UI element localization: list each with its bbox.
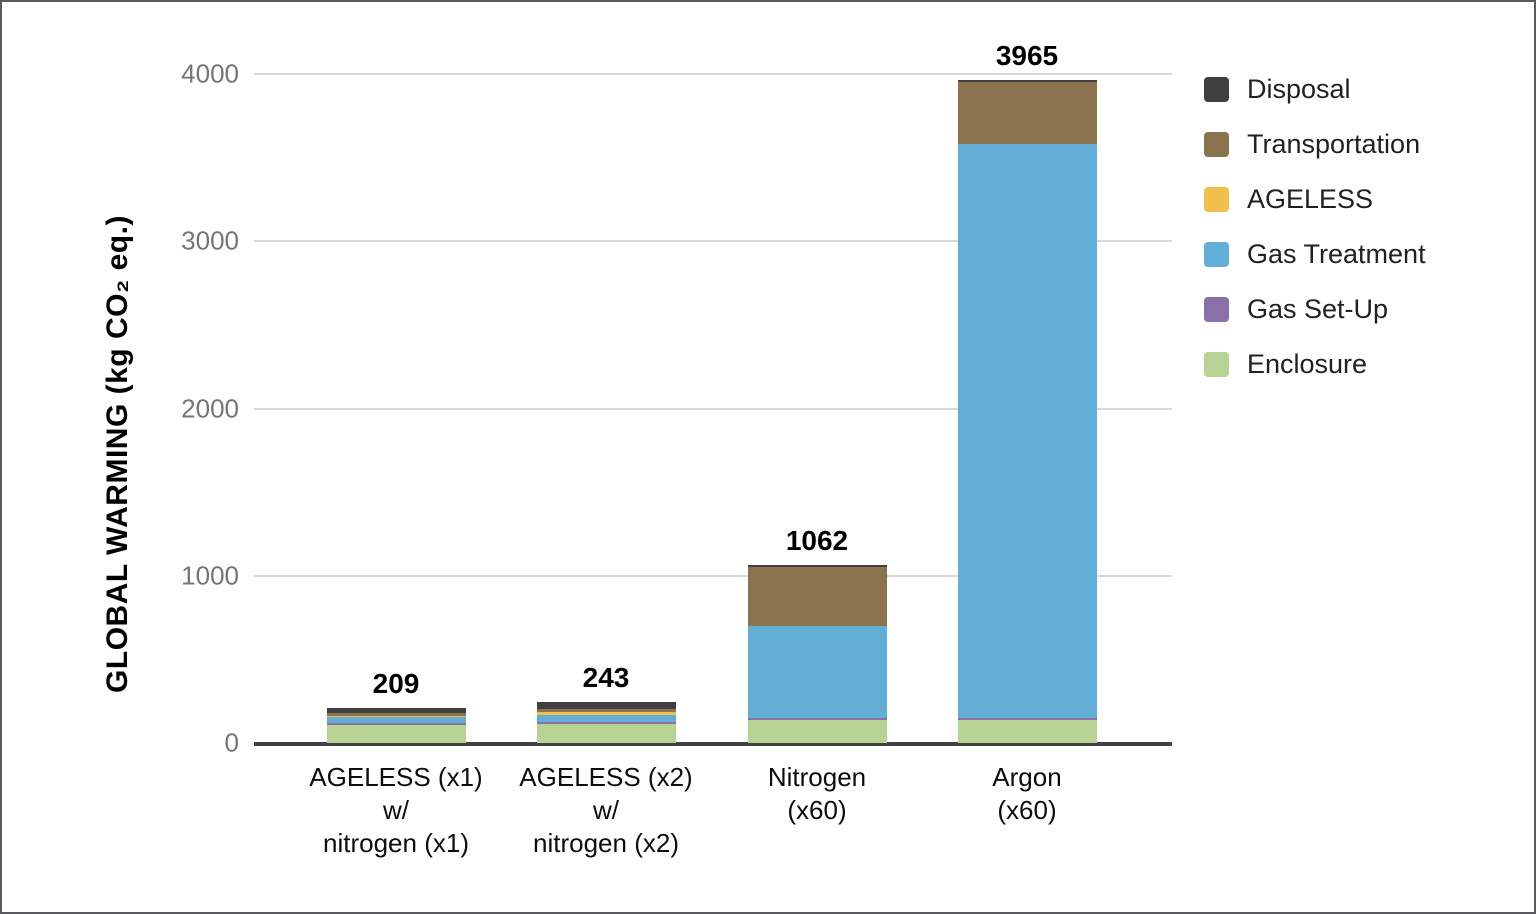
bar-total-label: 3965 xyxy=(995,39,1059,71)
bar-segment-gas-set-up xyxy=(957,717,1097,720)
x-tick-label: Nitrogen (x60) xyxy=(702,761,932,827)
x-tick-label-line: (x60) xyxy=(787,795,847,825)
bar-segment-gas-treatment xyxy=(536,714,676,723)
x-axis-line xyxy=(254,742,1172,746)
bar-segment-transportation xyxy=(957,82,1097,145)
bar-segment-enclosure xyxy=(326,724,466,743)
bar-total-label: 243 xyxy=(582,662,630,694)
bar-segment-transportation xyxy=(536,709,676,712)
x-tick-label-line: AGELESS (x1) xyxy=(309,762,483,792)
bar-total-label: 1062 xyxy=(785,525,849,557)
legend-swatch-icon xyxy=(1204,351,1229,377)
gridline-3000 xyxy=(254,240,1172,243)
gridline-4000 xyxy=(254,73,1172,75)
x-tick-label: Argon (x60) xyxy=(912,761,1142,827)
bar-segment-disposal xyxy=(957,79,1097,83)
bar-segment-enclosure xyxy=(957,719,1097,743)
x-tick-label-line: w/ xyxy=(383,795,409,825)
y-tick-label: 4000 xyxy=(181,58,239,89)
legend-item-gas-set-up: Gas Set-Up xyxy=(1204,293,1389,324)
bar-total-label: 209 xyxy=(372,668,420,700)
y-tick-label: 1000 xyxy=(181,560,239,591)
legend-swatch-icon xyxy=(1204,186,1229,212)
legend-item-ageless: AGELESS xyxy=(1204,183,1374,214)
bar-segment-gas-set-up xyxy=(326,723,466,725)
y-axis-title: GLOBAL WARMING (kg CO₂ eq.) xyxy=(101,215,134,693)
bar-segment-disposal xyxy=(536,702,676,710)
bar-segment-gas-treatment xyxy=(326,717,466,724)
bar-segment-gas-set-up xyxy=(536,722,676,725)
legend-swatch-icon xyxy=(1204,76,1229,102)
legend-label: Disposal xyxy=(1247,73,1351,104)
legend-swatch-icon xyxy=(1204,241,1229,267)
legend-label: Gas Treatment xyxy=(1247,238,1426,269)
x-tick-label-line: nitrogen (x2) xyxy=(533,828,679,858)
x-tick-label-line: w/ xyxy=(593,795,619,825)
legend-swatch-icon xyxy=(1204,296,1229,322)
legend-item-disposal: Disposal xyxy=(1204,73,1351,104)
bar-segment-enclosure xyxy=(747,720,887,743)
x-tick-label-line: Nitrogen xyxy=(767,762,867,792)
bar-segment-gas-treatment xyxy=(747,625,887,718)
bar-segment-ageless xyxy=(536,711,676,715)
bar-segment-disposal xyxy=(747,565,887,568)
x-tick-label-line: nitrogen (x1) xyxy=(323,828,469,858)
y-tick-label: 2000 xyxy=(181,393,239,423)
legend-swatch-icon xyxy=(1204,131,1229,157)
legend-label: AGELESS xyxy=(1247,183,1374,214)
bar-segment-enclosure xyxy=(536,724,676,743)
legend-label: Gas Set-Up xyxy=(1247,293,1389,324)
legend-item-gas-treatment: Gas Treatment xyxy=(1204,238,1426,269)
gridline-1000 xyxy=(254,574,1172,577)
bar-segment-transportation xyxy=(326,713,466,717)
bar-segment-ageless xyxy=(326,716,466,718)
x-tick-label: AGELESS (x2) w/nitrogen (x2) xyxy=(491,761,721,860)
bar-segment-disposal xyxy=(326,708,466,714)
gridline-2000 xyxy=(254,407,1172,410)
legend-item-enclosure: Enclosure xyxy=(1204,348,1368,379)
x-tick-label-line: AGELESS (x2) xyxy=(519,762,693,792)
legend-item-transportation: Transportation xyxy=(1204,128,1421,159)
x-tick-label-line: Argon xyxy=(992,762,1062,792)
bar-segment-gas-set-up xyxy=(747,717,887,721)
bar-segment-transportation xyxy=(747,567,887,626)
y-tick-label: 0 xyxy=(224,727,239,758)
legend-label: Transportation xyxy=(1247,128,1421,159)
legend-label: Enclosure xyxy=(1247,348,1368,379)
x-tick-label: AGELESS (x1) w/nitrogen (x1) xyxy=(281,761,511,860)
y-tick-label: 3000 xyxy=(181,225,239,256)
bar-segment-gas-treatment xyxy=(957,144,1097,718)
x-tick-label-line: (x60) xyxy=(997,795,1057,825)
